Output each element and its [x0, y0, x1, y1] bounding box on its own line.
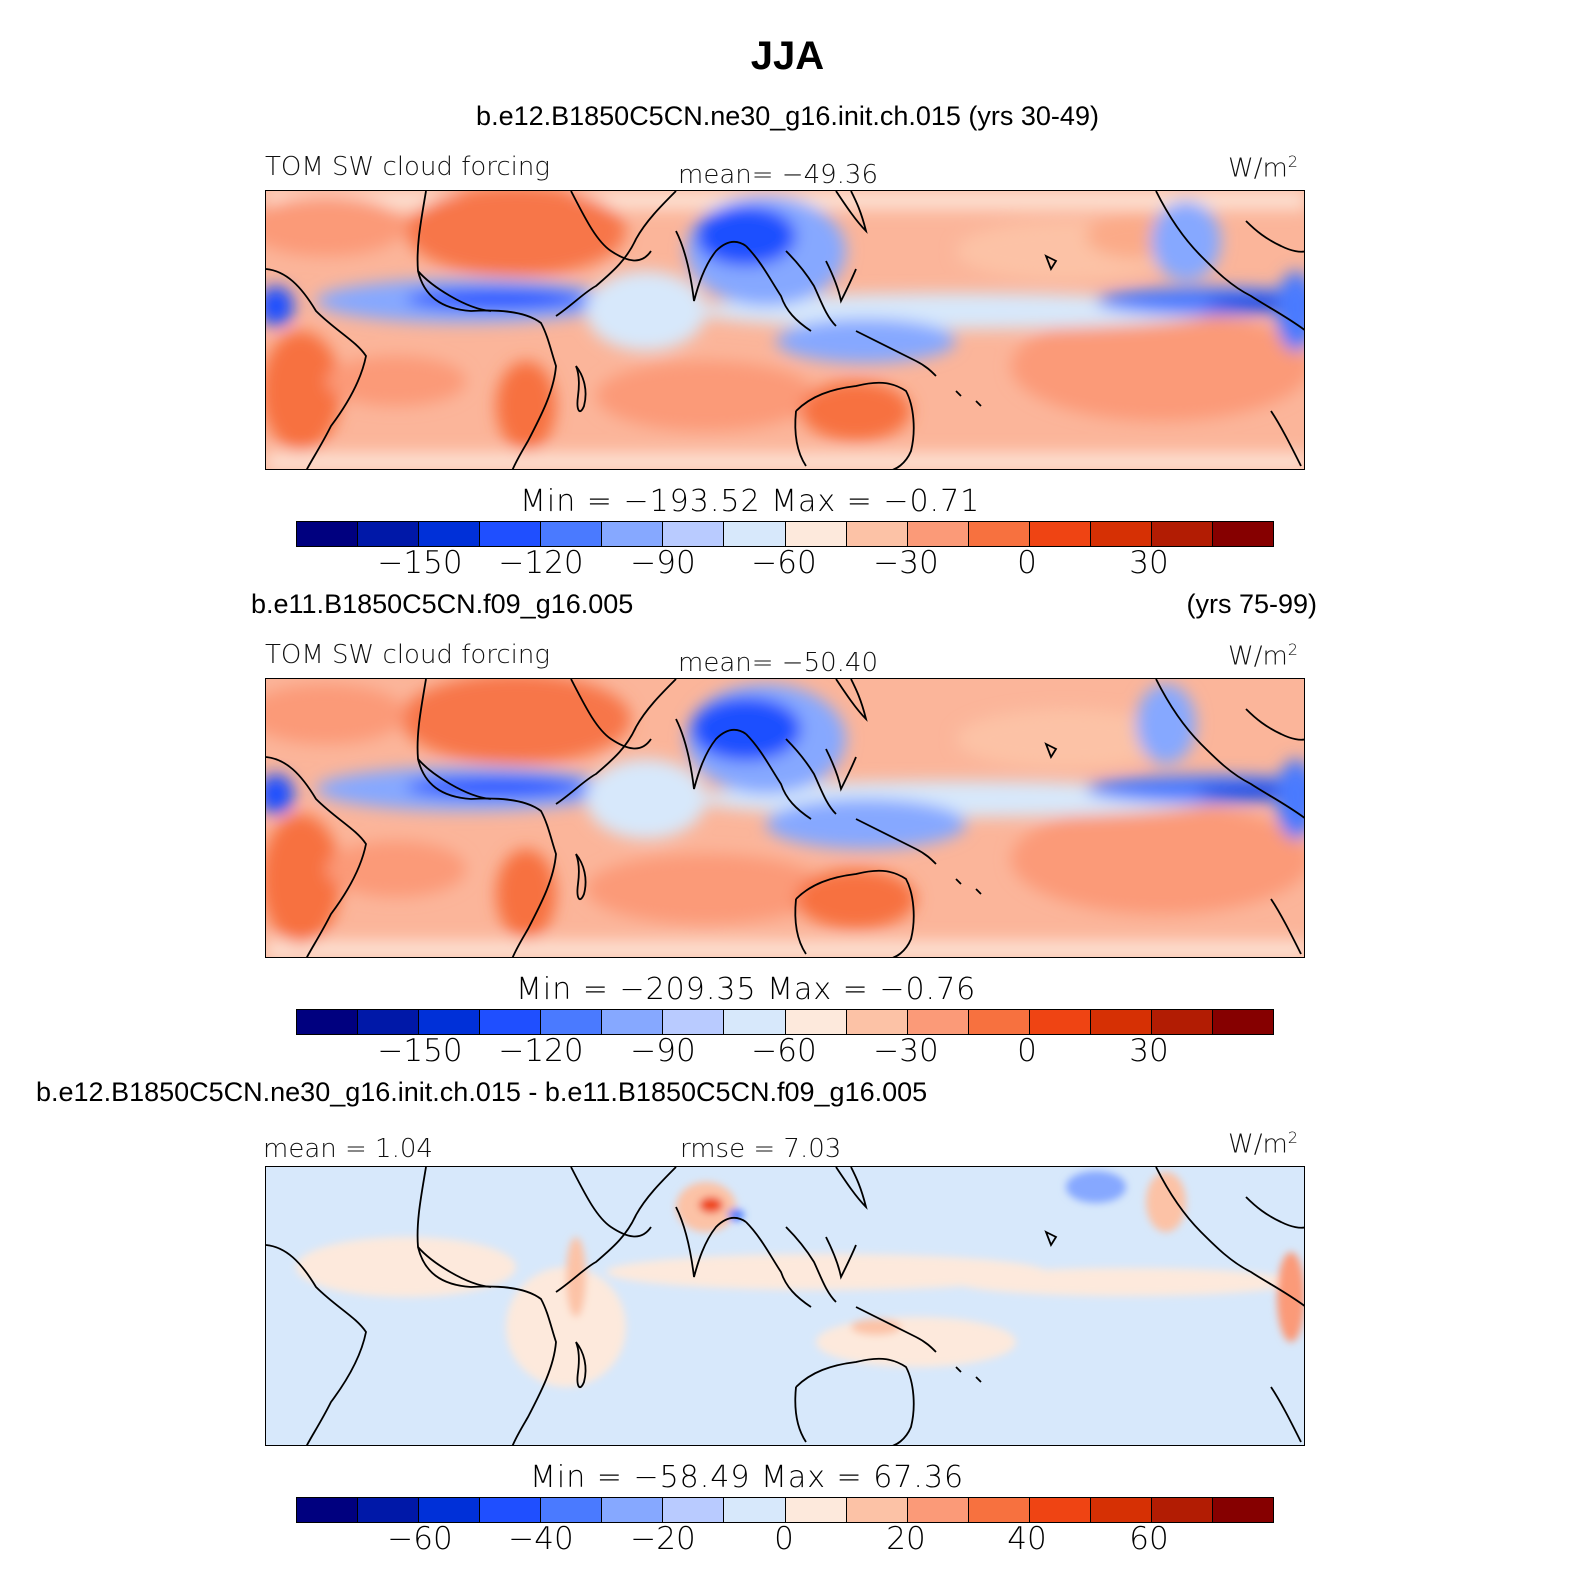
panel-3-case-title: b.e12.B1850C5CN.ne30_g16.init.ch.015 - b… [36, 1077, 928, 1107]
colorbar-segment [846, 522, 908, 546]
colorbar-segment [1212, 1010, 1273, 1034]
colorbar-segment [1151, 522, 1213, 546]
panel-2-colorbar [296, 1009, 1274, 1035]
tick-label: 20 [886, 1521, 926, 1557]
colorbar-segment [663, 1010, 725, 1034]
colorbar-segment [968, 522, 1030, 546]
colorbar-segment [297, 1498, 359, 1522]
tick-label: 0 [1017, 545, 1037, 581]
colorbar-segment [541, 522, 603, 546]
colorbar-segment [1029, 1498, 1091, 1522]
tick-label: 40 [1007, 1521, 1047, 1557]
colorbar-segment [1090, 1010, 1152, 1034]
colorbar-segment [968, 1498, 1030, 1522]
colorbar-segment [1151, 1010, 1213, 1034]
panel-3-ticks: −60 −40 −20 0 20 40 60 [0, 1521, 1575, 1561]
colorbar-segment [1090, 1498, 1152, 1522]
colorbar-segment [297, 1010, 359, 1034]
colorbar-segment [724, 1498, 786, 1522]
panel-1-minmax: Min = −193.52 Max = −0.71 [520, 484, 981, 519]
tick-label: −90 [630, 545, 696, 581]
tick-label: −150 [377, 1033, 463, 1069]
panel-2-years: (yrs 75-99) [1186, 589, 1317, 619]
colorbar-segment [968, 1010, 1030, 1034]
colorbar-segment [1029, 522, 1091, 546]
colorbar-segment [602, 1010, 664, 1034]
panel-3-mean-label: mean = 1.04 [263, 1134, 433, 1164]
colorbar-segment [358, 1498, 420, 1522]
colorbar-segment [846, 1498, 908, 1522]
tick-label: −30 [873, 545, 939, 581]
tick-label: 30 [1129, 1033, 1169, 1069]
colorbar-segment [480, 1498, 542, 1522]
tick-label: 60 [1129, 1521, 1169, 1557]
tick-label: 0 [1017, 1033, 1037, 1069]
colorbar-segment [1212, 1498, 1273, 1522]
colorbar-segment [358, 522, 420, 546]
main-title: JJA [750, 34, 825, 78]
colorbar-segment [907, 1010, 969, 1034]
colorbar-segment [663, 1498, 725, 1522]
panel-1-units-label: W/m2 [1228, 152, 1298, 184]
tick-label: −120 [498, 545, 584, 581]
panel-3-rmse-label: rmse = 7.03 [680, 1134, 842, 1164]
panel-1-map [265, 190, 1305, 470]
colorbar-segment [663, 522, 725, 546]
panel-2-ticks: −150 −120 −90 −60 −30 0 30 [0, 1033, 1575, 1073]
colorbar-segment [541, 1010, 603, 1034]
colorbar-segment [419, 1010, 481, 1034]
colorbar-segment [419, 522, 481, 546]
panel-3-colorbar [296, 1497, 1274, 1523]
colorbar-segment [785, 522, 847, 546]
colorbar-segment [1029, 1010, 1091, 1034]
tick-label: −20 [630, 1521, 696, 1557]
colorbar-segment [480, 522, 542, 546]
panel-2-units-label: W/m2 [1228, 640, 1298, 672]
panel-3-units-label: W/m2 [1228, 1128, 1298, 1160]
panel-2-mean-label: mean= −50.40 [678, 648, 879, 678]
tick-label: −40 [508, 1521, 574, 1557]
panel-2-field-label: TOM SW cloud forcing [265, 640, 550, 670]
panel-3-field [266, 1167, 1304, 1445]
tick-label: −60 [387, 1521, 453, 1557]
colorbar-segment [907, 522, 969, 546]
tick-label: −30 [873, 1033, 939, 1069]
panel-1-field-label: TOM SW cloud forcing [265, 152, 550, 182]
panel-1-colorbar [296, 521, 1274, 547]
colorbar-segment [907, 1498, 969, 1522]
colorbar-segment [297, 522, 359, 546]
colorbar-segment [1151, 1498, 1213, 1522]
colorbar-segment [541, 1498, 603, 1522]
tick-label: 30 [1129, 545, 1169, 581]
tick-label: −90 [630, 1033, 696, 1069]
tick-label: −60 [751, 1033, 817, 1069]
panel-1-mean-label: mean= −49.36 [678, 160, 879, 190]
tick-label: −60 [751, 545, 817, 581]
colorbar-segment [1212, 522, 1273, 546]
panel-2-minmax: Min = −209.35 Max = −0.76 [516, 972, 977, 1007]
colorbar-segment [480, 1010, 542, 1034]
colorbar-segment [724, 1010, 786, 1034]
panel-2-map [265, 678, 1305, 958]
panel-1-ticks: −150 −120 −90 −60 −30 0 30 [0, 545, 1575, 585]
panel-1-field [266, 191, 1304, 469]
panel-3-minmax: Min = −58.49 Max = 67.36 [530, 1460, 965, 1495]
colorbar-segment [724, 522, 786, 546]
tick-label: −150 [377, 545, 463, 581]
tick-label: 0 [774, 1521, 794, 1557]
colorbar-segment [846, 1010, 908, 1034]
tick-label: −120 [498, 1033, 584, 1069]
colorbar-segment [1090, 522, 1152, 546]
panel-1-case-title: b.e12.B1850C5CN.ne30_g16.init.ch.015 (yr… [476, 101, 1099, 131]
colorbar-segment [419, 1498, 481, 1522]
panel-3-map [265, 1166, 1305, 1446]
colorbar-segment [602, 522, 664, 546]
panel-2-case-title: b.e11.B1850C5CN.f09_g16.005 [251, 589, 634, 619]
panel-2-field [266, 679, 1304, 957]
colorbar-segment [785, 1498, 847, 1522]
colorbar-segment [602, 1498, 664, 1522]
colorbar-segment [358, 1010, 420, 1034]
colorbar-segment [785, 1010, 847, 1034]
